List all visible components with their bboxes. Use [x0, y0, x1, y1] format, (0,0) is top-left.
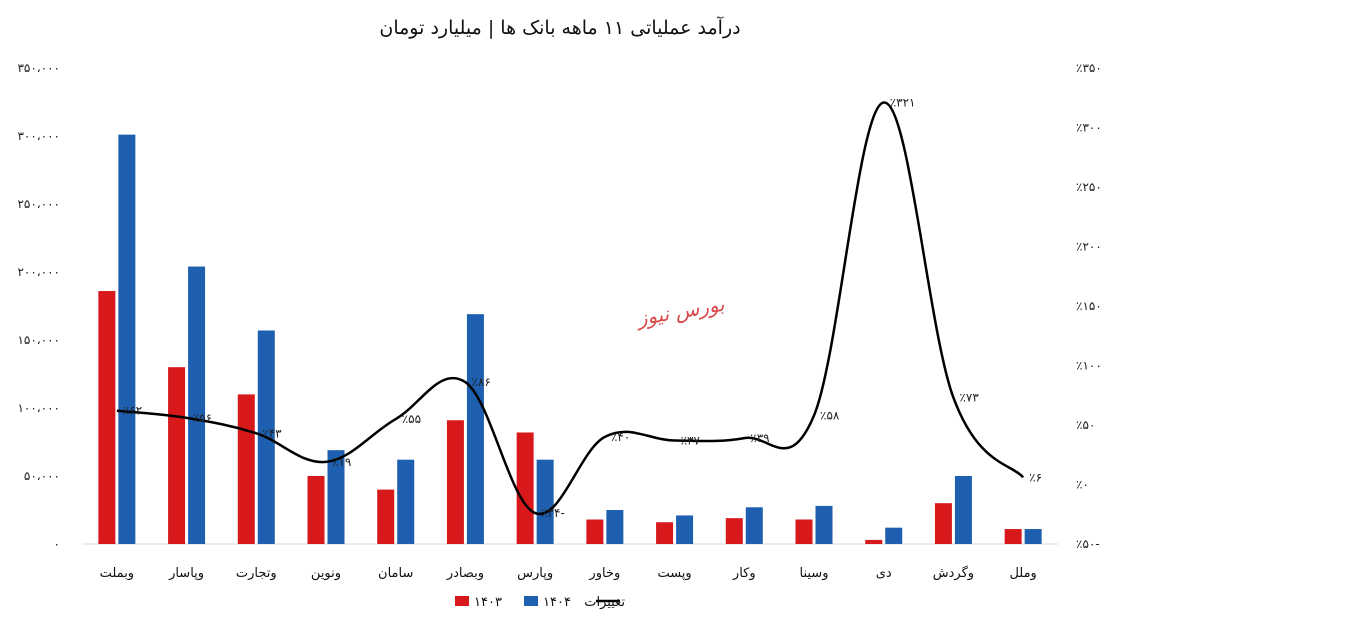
legend-label-1403: ۱۴۰۳ — [474, 595, 502, 610]
bar-1404 — [397, 459, 415, 544]
category-label: وملل — [1009, 566, 1036, 581]
left-tick-label: ۳۵۰،۰۰۰ — [17, 61, 60, 75]
right-tick-label: ٪۱۰۰ — [1076, 359, 1102, 373]
bar-1403 — [516, 432, 534, 544]
category-label: دی — [876, 566, 892, 581]
bar-1403 — [307, 476, 325, 544]
bar-1403 — [377, 489, 395, 544]
bar-1404 — [188, 266, 206, 544]
change-label: ٪۲۴- — [541, 506, 565, 520]
change-line-series: ٪۶۲ ٪۵۶ ٪۴۳ ٪۱۹ ٪۵۵ ٪۸۶ ٪۲۴- ٪۴۰ ٪۳۷ ٪۳۹ ٪۵۸ ٪۳۲۱ ٪۷… — [116, 96, 1042, 520]
category-label: سامان — [378, 566, 413, 581]
category-label: وبملت — [100, 566, 134, 581]
change-label: ٪۶۲ — [123, 404, 142, 418]
bar-1403 — [237, 394, 255, 544]
right-tick-label: ٪۰ — [1076, 478, 1089, 492]
left-tick-label: ۲۵۰،۰۰۰ — [17, 197, 60, 211]
bar-1404 — [676, 515, 694, 544]
category-label: وپاسار — [168, 566, 204, 581]
bar-1403 — [1004, 529, 1022, 544]
change-label: ٪۴۰ — [611, 430, 630, 444]
bar-1403 — [98, 291, 116, 544]
right-tick-label: ٪۲۵۰ — [1076, 180, 1102, 194]
change-line — [116, 101, 1025, 516]
bar-1403 — [656, 522, 674, 544]
bar-1404 — [606, 510, 624, 544]
category-label: وبصادر — [446, 566, 484, 581]
bar-1404 — [466, 314, 484, 544]
left-tick-label: ۰ — [54, 537, 60, 551]
left-tick-label: ۱۵۰،۰۰۰ — [17, 333, 60, 347]
category-label: وسینا — [800, 566, 829, 581]
right-tick-label: ٪۵۰ — [1076, 418, 1095, 432]
category-label: وکار — [732, 566, 756, 581]
bar-1403 — [795, 519, 813, 544]
bar-1403 — [865, 539, 883, 544]
bar-1404 — [815, 505, 833, 544]
change-label: ٪۷۳ — [959, 391, 979, 405]
watermark-logo: بورس نیوز — [632, 292, 726, 331]
right-tick-label: ٪۳۰۰ — [1076, 121, 1102, 135]
bar-series — [98, 134, 1042, 544]
change-label: ٪۵۵ — [402, 412, 421, 426]
category-label: وپست — [657, 566, 691, 581]
bar-1404 — [745, 507, 763, 544]
left-tick-label: ۵۰،۰۰۰ — [24, 469, 60, 483]
change-label: ٪۳۷ — [681, 433, 701, 447]
category-label: وگردش — [933, 565, 974, 581]
bar-1403 — [586, 519, 604, 544]
category-label: وتجارت — [236, 566, 277, 581]
bar-1403 — [168, 367, 186, 544]
bar-1404 — [1024, 529, 1042, 544]
change-label: ٪۶ — [1029, 470, 1042, 484]
change-label: ٪۳۹ — [750, 431, 769, 445]
bar-1403 — [725, 518, 743, 544]
left-tick-label: ۳۰۰،۰۰۰ — [17, 129, 60, 143]
category-label: وپارس — [517, 566, 553, 581]
right-axis: ٪۵۰- ٪۰ ٪۵۰ ٪۱۰۰ ٪۱۵۰ ٪۲۰۰ ٪۲۵۰ ٪۳۰۰ ٪۳۵۰ — [1076, 61, 1102, 551]
change-label: ٪۵۸ — [820, 408, 840, 422]
legend-label-change: تغییرات — [584, 595, 625, 610]
legend: ۱۴۰۳ ۱۴۰۴ تغییرات — [455, 595, 625, 610]
bar-1404 — [954, 476, 972, 544]
legend-swatch-1404 — [524, 596, 538, 606]
legend-label-1404: ۱۴۰۴ — [543, 595, 571, 610]
change-label: ٪۴۳ — [262, 426, 282, 440]
legend-swatch-1403 — [455, 596, 469, 606]
right-tick-label: ٪۳۵۰ — [1076, 61, 1102, 75]
right-tick-label: ٪۲۰۰ — [1076, 240, 1102, 254]
left-tick-label: ۲۰۰،۰۰۰ — [17, 265, 60, 279]
left-tick-label: ۱۰۰،۰۰۰ — [17, 401, 60, 415]
bar-1403 — [934, 503, 952, 544]
change-label: ٪۸۶ — [471, 375, 490, 389]
category-label: ونوین — [311, 566, 341, 581]
change-label: ٪۱۹ — [332, 455, 351, 469]
change-label: ٪۳۲۱ — [890, 96, 916, 110]
category-label: وخاور — [588, 566, 620, 581]
bar-1403 — [446, 420, 464, 544]
change-label: ٪۵۶ — [193, 411, 212, 425]
right-tick-label: ٪۱۵۰ — [1076, 299, 1102, 313]
category-labels: وبملت وپاسار وتجارت ونوین سامان وبصادر وپارس وخ… — [100, 565, 1037, 581]
bar-1404 — [327, 450, 345, 544]
bar-1404 — [536, 459, 554, 544]
bar-1404 — [885, 527, 903, 544]
right-tick-label: ٪۵۰- — [1076, 537, 1100, 551]
bar-1404 — [118, 134, 136, 544]
chart-title: درآمد عملیاتی ۱۱ ماهه بانک ها | میلیارد … — [379, 15, 740, 39]
